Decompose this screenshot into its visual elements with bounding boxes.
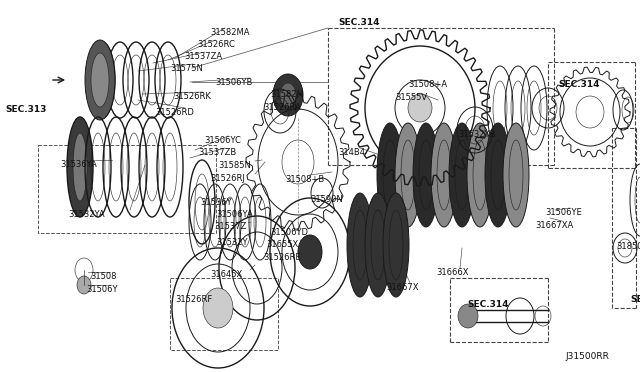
Text: 31508: 31508 xyxy=(90,272,116,281)
Bar xyxy=(38,145,216,233)
Text: 31526RA: 31526RA xyxy=(263,103,301,112)
Text: 31506Y: 31506Y xyxy=(86,285,118,294)
Ellipse shape xyxy=(347,193,373,297)
Ellipse shape xyxy=(431,123,457,227)
Ellipse shape xyxy=(273,74,303,116)
Text: 31532YA: 31532YA xyxy=(68,210,104,219)
Text: 31537ZB: 31537ZB xyxy=(198,148,236,157)
Text: 31526RK: 31526RK xyxy=(173,92,211,101)
Text: 31537Z: 31537Z xyxy=(214,222,246,231)
Ellipse shape xyxy=(408,94,432,122)
Ellipse shape xyxy=(395,123,421,227)
Text: 31506YB: 31506YB xyxy=(215,78,252,87)
Ellipse shape xyxy=(85,40,115,120)
Text: 31536YA: 31536YA xyxy=(60,160,97,169)
Text: 31506YD: 31506YD xyxy=(270,228,308,237)
Text: 31582M: 31582M xyxy=(270,90,304,99)
Text: 31526RE: 31526RE xyxy=(263,253,301,262)
Text: 31575N: 31575N xyxy=(170,64,203,73)
Text: J31500RR: J31500RR xyxy=(565,352,609,361)
Ellipse shape xyxy=(377,123,403,227)
Text: 31532Y: 31532Y xyxy=(216,238,248,247)
Text: 31645X: 31645X xyxy=(210,270,243,279)
Ellipse shape xyxy=(503,123,529,227)
Text: SEC.314: SEC.314 xyxy=(558,80,600,89)
Text: SEC.313: SEC.313 xyxy=(5,105,46,114)
Text: 31667X: 31667X xyxy=(386,283,419,292)
Text: 31506YA: 31506YA xyxy=(216,210,253,219)
Ellipse shape xyxy=(77,276,91,294)
Ellipse shape xyxy=(458,304,478,328)
Ellipse shape xyxy=(413,123,439,227)
Text: 31590N: 31590N xyxy=(310,195,343,204)
Ellipse shape xyxy=(298,235,322,269)
Ellipse shape xyxy=(449,123,475,227)
Text: 31532YB: 31532YB xyxy=(458,130,495,139)
Text: 31526RF: 31526RF xyxy=(175,295,212,304)
Text: 31582MA: 31582MA xyxy=(210,28,250,37)
Ellipse shape xyxy=(203,288,233,328)
Ellipse shape xyxy=(91,53,109,107)
Text: 31506YC: 31506YC xyxy=(204,136,241,145)
Text: 31506YE: 31506YE xyxy=(545,208,582,217)
Text: 31536Y: 31536Y xyxy=(200,198,232,207)
Bar xyxy=(170,278,278,350)
Ellipse shape xyxy=(73,133,87,201)
Text: SEC.314: SEC.314 xyxy=(338,18,380,27)
Ellipse shape xyxy=(365,193,391,297)
Text: 31667XA: 31667XA xyxy=(535,221,573,230)
Text: 31655X: 31655X xyxy=(266,240,298,249)
Text: 31850: 31850 xyxy=(616,242,640,251)
Ellipse shape xyxy=(67,117,93,217)
Text: 31537ZA: 31537ZA xyxy=(184,52,222,61)
Text: 31508+B: 31508+B xyxy=(285,175,324,184)
Ellipse shape xyxy=(467,123,493,227)
Text: 31555V: 31555V xyxy=(395,93,427,102)
Text: SEC.314: SEC.314 xyxy=(630,295,640,304)
Text: 31666X: 31666X xyxy=(436,268,468,277)
Text: 31526RC: 31526RC xyxy=(197,40,235,49)
Text: 31585N: 31585N xyxy=(218,161,251,170)
Text: 314B4: 314B4 xyxy=(338,148,365,157)
Text: 31508+A: 31508+A xyxy=(408,80,447,89)
Ellipse shape xyxy=(383,193,409,297)
Text: 31526RJ: 31526RJ xyxy=(210,174,245,183)
Text: 31526RD: 31526RD xyxy=(155,108,194,117)
Ellipse shape xyxy=(485,123,511,227)
Text: SEC.314: SEC.314 xyxy=(467,300,509,309)
Ellipse shape xyxy=(280,83,296,107)
